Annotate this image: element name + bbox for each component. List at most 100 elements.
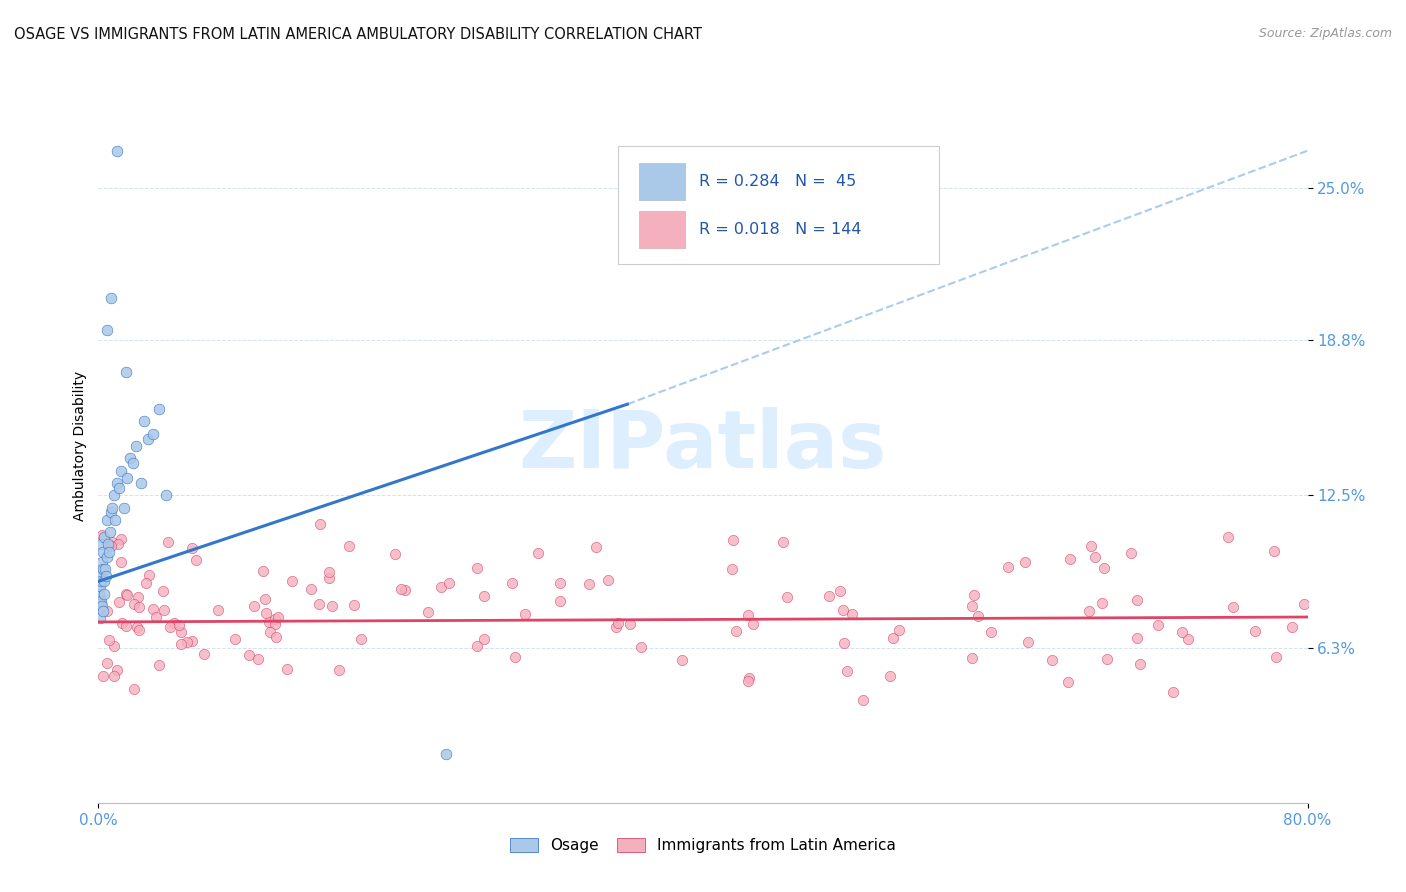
Point [125,439,148,453]
Point [1119,546,1142,560]
Point [318,565,340,579]
Point [619,616,641,631]
Point [115,471,138,485]
Point [254,592,277,607]
Point [238,648,260,662]
Point [720,562,742,576]
Point [882,631,904,645]
Point [104,513,127,527]
Point [501,576,523,591]
Point [1077,604,1099,618]
Point [472,632,495,646]
Point [169,618,191,632]
Point [122,597,145,611]
Point [1218,530,1240,544]
Point [180,541,202,555]
Point [89,611,111,625]
Point [394,582,416,597]
Point [832,635,855,649]
Point [112,500,135,515]
Point [1129,657,1152,671]
Point [132,414,155,428]
Point [170,637,193,651]
Point [963,588,986,602]
Point [267,609,290,624]
Point [108,481,131,495]
Point [247,652,270,666]
Point [127,590,149,604]
Text: ZIPatlas: ZIPatlas [519,407,887,485]
Point [242,599,264,614]
Point [737,671,759,685]
Point [90,594,112,608]
Point [128,623,150,637]
Point [96,513,118,527]
Point [101,534,124,549]
Point [1177,632,1199,647]
Point [1080,539,1102,553]
Point [1294,597,1316,611]
Y-axis label: Ambulatory Disability: Ambulatory Disability [73,371,87,521]
Point [1084,550,1107,565]
Point [1161,685,1184,699]
Point [671,653,693,667]
Point [176,634,198,648]
Point [465,639,488,653]
Point [90,596,112,610]
Point [193,647,215,661]
Point [472,589,495,603]
Point [136,432,159,446]
Point [1281,620,1303,634]
Point [585,540,607,554]
Point [430,580,453,594]
Point [1040,652,1063,666]
Point [224,632,246,646]
Point [94,562,117,576]
Point [159,620,181,634]
Point [437,575,460,590]
Point [96,603,118,617]
Point [606,616,628,631]
Point [723,533,745,548]
Point [134,575,156,590]
Text: OSAGE VS IMMIGRANTS FROM LATIN AMERICA AMBULATORY DISABILITY CORRELATION CHART: OSAGE VS IMMIGRANTS FROM LATIN AMERICA A… [14,27,702,42]
Point [163,615,186,630]
Point [1017,635,1039,649]
Point [527,547,550,561]
Point [101,500,124,515]
Text: Source: ZipAtlas.com: Source: ZipAtlas.com [1258,27,1392,40]
Point [1059,552,1081,566]
Point [89,579,111,593]
Point [114,365,136,379]
Point [252,564,274,578]
Point [97,537,120,551]
Point [337,540,360,554]
Point [152,584,174,599]
Point [967,609,990,624]
FancyBboxPatch shape [638,211,685,248]
Point [96,323,118,337]
Point [105,144,128,158]
Point [605,619,627,633]
Point [997,559,1019,574]
Point [578,576,600,591]
Point [889,623,911,637]
Point [841,607,863,621]
Point [960,599,983,613]
Point [93,574,115,589]
Point [818,590,841,604]
Point [100,505,122,519]
Point [122,682,145,697]
Point [264,611,287,625]
Point [350,632,373,646]
FancyBboxPatch shape [619,146,939,264]
Point [89,587,111,601]
Point [1056,674,1078,689]
Point [1171,624,1194,639]
Point [93,587,115,601]
Point [318,572,340,586]
Point [207,603,229,617]
Point [257,615,280,629]
Point [110,555,132,569]
Point [1126,631,1149,645]
